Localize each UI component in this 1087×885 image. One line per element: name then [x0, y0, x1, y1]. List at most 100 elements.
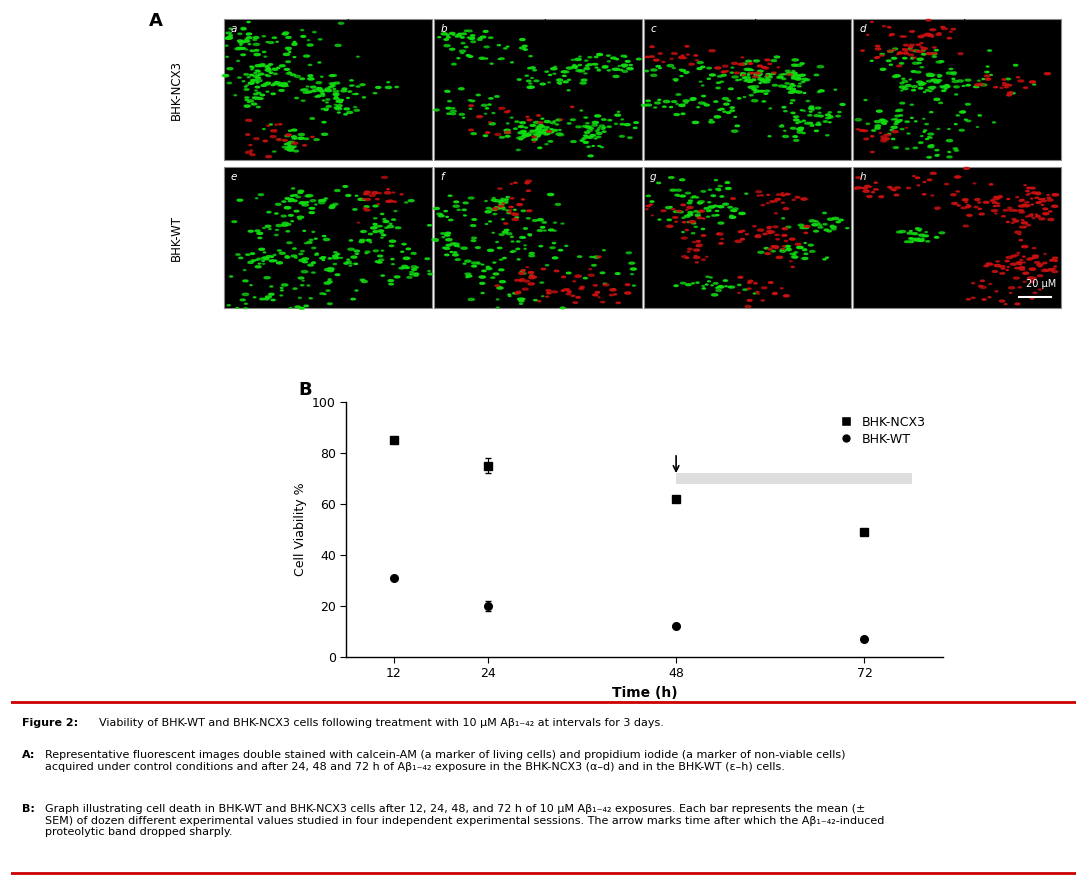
Ellipse shape: [324, 282, 330, 284]
Ellipse shape: [646, 104, 651, 106]
Ellipse shape: [752, 79, 755, 81]
Ellipse shape: [401, 251, 403, 252]
Ellipse shape: [530, 67, 535, 69]
Ellipse shape: [687, 214, 689, 215]
Ellipse shape: [984, 201, 989, 204]
Ellipse shape: [779, 250, 786, 252]
Ellipse shape: [325, 89, 332, 92]
Ellipse shape: [345, 108, 349, 110]
Ellipse shape: [337, 104, 342, 106]
Ellipse shape: [895, 75, 898, 76]
Ellipse shape: [691, 283, 695, 284]
Ellipse shape: [251, 81, 253, 82]
Ellipse shape: [930, 87, 936, 88]
Ellipse shape: [753, 226, 757, 227]
Ellipse shape: [445, 254, 449, 256]
Ellipse shape: [814, 115, 820, 117]
Ellipse shape: [536, 127, 542, 129]
Ellipse shape: [534, 80, 539, 81]
Ellipse shape: [268, 228, 272, 229]
Ellipse shape: [902, 88, 908, 89]
Ellipse shape: [922, 53, 926, 55]
Ellipse shape: [443, 39, 449, 41]
Ellipse shape: [267, 126, 270, 127]
Ellipse shape: [917, 50, 923, 52]
Ellipse shape: [248, 82, 254, 84]
Ellipse shape: [919, 88, 923, 89]
Ellipse shape: [571, 106, 574, 107]
Ellipse shape: [985, 78, 990, 81]
Ellipse shape: [1029, 268, 1036, 270]
Ellipse shape: [961, 207, 966, 209]
Ellipse shape: [792, 88, 796, 89]
Ellipse shape: [518, 300, 524, 302]
Ellipse shape: [712, 294, 717, 296]
Ellipse shape: [874, 182, 877, 183]
Ellipse shape: [493, 200, 500, 202]
Ellipse shape: [472, 237, 476, 239]
Ellipse shape: [796, 122, 799, 123]
Ellipse shape: [544, 134, 548, 135]
Ellipse shape: [738, 98, 741, 99]
Ellipse shape: [999, 196, 1002, 197]
Ellipse shape: [324, 108, 328, 110]
Ellipse shape: [368, 234, 373, 235]
Ellipse shape: [468, 197, 474, 199]
Ellipse shape: [880, 53, 885, 55]
Ellipse shape: [614, 123, 617, 124]
Ellipse shape: [947, 72, 952, 74]
Ellipse shape: [407, 248, 411, 250]
Ellipse shape: [1051, 259, 1057, 261]
Ellipse shape: [524, 245, 526, 246]
Ellipse shape: [717, 286, 724, 289]
Ellipse shape: [935, 155, 939, 156]
Ellipse shape: [827, 230, 832, 232]
Ellipse shape: [707, 210, 711, 212]
Ellipse shape: [503, 223, 508, 224]
Ellipse shape: [501, 207, 504, 208]
Ellipse shape: [957, 115, 960, 116]
Ellipse shape: [513, 128, 517, 129]
Ellipse shape: [1038, 289, 1041, 290]
Ellipse shape: [571, 119, 575, 120]
Ellipse shape: [783, 227, 787, 229]
Ellipse shape: [308, 264, 313, 266]
Ellipse shape: [732, 130, 738, 132]
Ellipse shape: [313, 32, 316, 33]
Ellipse shape: [717, 109, 721, 111]
Ellipse shape: [732, 76, 738, 78]
Ellipse shape: [915, 239, 920, 241]
Ellipse shape: [290, 199, 295, 201]
Ellipse shape: [902, 49, 908, 50]
Ellipse shape: [477, 263, 480, 264]
Ellipse shape: [764, 248, 769, 249]
Ellipse shape: [721, 81, 724, 82]
Ellipse shape: [533, 134, 537, 135]
Ellipse shape: [501, 198, 504, 200]
Ellipse shape: [767, 227, 772, 228]
Ellipse shape: [928, 146, 934, 148]
Ellipse shape: [528, 272, 534, 273]
Ellipse shape: [523, 45, 527, 47]
Ellipse shape: [710, 277, 712, 278]
Ellipse shape: [403, 258, 410, 259]
Ellipse shape: [240, 48, 246, 50]
Ellipse shape: [954, 203, 958, 204]
Ellipse shape: [860, 129, 865, 132]
Ellipse shape: [373, 223, 377, 225]
Ellipse shape: [407, 276, 412, 278]
Ellipse shape: [560, 119, 563, 120]
Ellipse shape: [725, 286, 727, 287]
Ellipse shape: [1014, 254, 1019, 256]
Ellipse shape: [299, 134, 304, 135]
Ellipse shape: [268, 293, 274, 296]
Ellipse shape: [752, 76, 759, 78]
Ellipse shape: [247, 36, 252, 39]
Ellipse shape: [902, 58, 907, 59]
Ellipse shape: [1025, 202, 1029, 203]
Ellipse shape: [446, 232, 450, 234]
Ellipse shape: [285, 68, 289, 70]
Ellipse shape: [298, 216, 303, 219]
Ellipse shape: [264, 258, 268, 260]
Ellipse shape: [1054, 266, 1057, 267]
